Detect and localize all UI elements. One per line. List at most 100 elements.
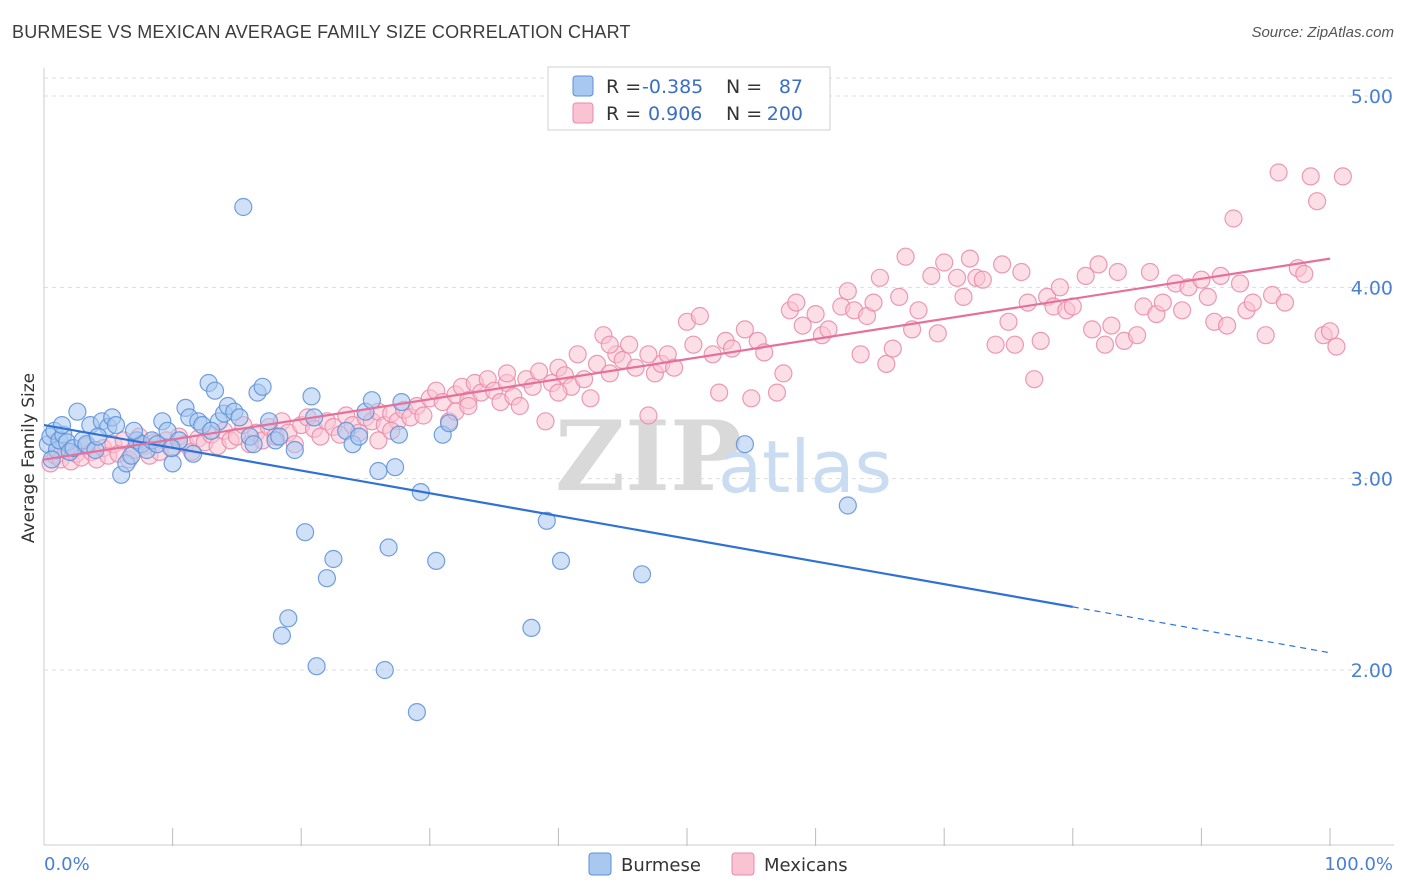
point-mexicans (883, 339, 902, 358)
point-mexicans (1269, 163, 1288, 182)
point-burmese (407, 702, 426, 722)
point-mexicans (414, 406, 433, 425)
point-mexicans (806, 305, 825, 324)
tick-labels: 2.00 3.00 4.00 5.00 0.0% 100.0% (44, 86, 1393, 875)
legend-top: R = -0.385 N = 87 R = 0.906 N = 200 (547, 66, 831, 131)
point-mexicans (1333, 167, 1353, 186)
point-burmese (551, 551, 571, 571)
point-mexicans (960, 249, 980, 268)
point-mexicans (1217, 316, 1237, 335)
point-mexicans (1243, 293, 1262, 312)
point-mexicans (1275, 293, 1295, 312)
point-mexicans (1301, 167, 1320, 186)
point-mexicans (1140, 262, 1160, 282)
point-mexicans (568, 345, 587, 364)
legend-r-value: 0.906 (648, 103, 702, 125)
trend-line-burmese (43, 424, 1073, 608)
legend-n-value: 87 (779, 76, 803, 98)
point-burmese (244, 435, 263, 454)
point-mexicans (838, 282, 857, 301)
point-mexicans (1230, 274, 1250, 293)
x-tick-label: 100.0% (1324, 854, 1393, 875)
point-mexicans (1082, 320, 1102, 339)
point-burmese (285, 440, 304, 460)
point-mexicans (1018, 293, 1037, 312)
point-mexicans (529, 362, 549, 381)
trend-lines (43, 257, 1331, 654)
legend-swatch-mexicans (572, 102, 594, 124)
point-mexicans (909, 301, 928, 320)
point-mexicans (1102, 316, 1121, 335)
point-mexicans (954, 287, 973, 306)
point-burmese (537, 511, 556, 530)
point-mexicans (1025, 370, 1044, 389)
point-mexicans (767, 383, 787, 402)
point-mexicans (935, 253, 954, 272)
point-burmese (68, 402, 87, 421)
point-mexicans (1320, 322, 1340, 341)
chart-title: BURMESE VS MEXICAN AVERAGE FAMILY SIZE C… (12, 22, 631, 42)
point-burmese (259, 412, 279, 431)
legend-swatch-burmese (588, 852, 612, 876)
point-mexicans (851, 345, 870, 364)
point-mexicans (549, 383, 568, 402)
point-burmese (379, 538, 398, 557)
point-burmese (272, 626, 291, 645)
point-burmese (386, 458, 405, 477)
legend-swatch-burmese (572, 75, 594, 97)
point-mexicans (928, 324, 947, 343)
point-mexicans (722, 339, 742, 358)
point-burmese (522, 618, 541, 638)
point-burmese (369, 461, 388, 481)
legend-r-value: -0.385 (642, 76, 703, 98)
legend-r-label: R = (606, 76, 641, 98)
point-mexicans (870, 268, 890, 287)
point-mexicans (369, 431, 388, 450)
point-mexicans (735, 320, 755, 339)
point-mexicans (459, 396, 478, 416)
point-mexicans (1327, 337, 1346, 356)
point-mexicans (523, 377, 542, 396)
point-mexicans (742, 389, 761, 408)
point-burmese (124, 421, 144, 440)
point-burmese (324, 549, 343, 569)
point-burmese (205, 381, 225, 400)
point-burmese (106, 416, 126, 435)
legend-swatch-mexicans (731, 852, 755, 876)
point-mexicans (787, 293, 806, 312)
point-mexicans (690, 306, 710, 326)
point-mexicans (986, 335, 1005, 354)
grid-lines (44, 77, 1394, 671)
point-burmese (230, 408, 249, 427)
point-burmese (253, 377, 272, 396)
point-mexicans (877, 354, 896, 373)
point-mexicans (684, 335, 703, 354)
point-burmese (296, 523, 315, 542)
point-mexicans (999, 312, 1018, 331)
point-mexicans (536, 412, 555, 431)
point-burmese (202, 421, 221, 440)
point-burmese (163, 454, 182, 473)
legend-n-label: N = (726, 103, 762, 125)
point-mexicans (1172, 301, 1192, 320)
legend-box (547, 66, 831, 131)
x-tick-label: 0.0% (44, 854, 90, 875)
point-mexicans (1012, 262, 1031, 282)
point-mexicans (639, 345, 658, 364)
legend-bottom: Burmese Mexicans (588, 852, 848, 876)
point-mexicans (1005, 335, 1025, 354)
point-burmese (440, 414, 459, 433)
point-burmese (375, 660, 394, 680)
point-burmese (632, 565, 652, 584)
point-mexicans (793, 316, 812, 335)
point-mexicans (664, 358, 684, 377)
trend-line-mexicans (43, 257, 1331, 461)
legend-n-label: N = (726, 76, 762, 98)
point-mexicans (922, 266, 941, 285)
point-mexicans (774, 364, 793, 383)
point-mexicans (947, 268, 967, 287)
y-tick-label: 5.00 (1351, 86, 1393, 108)
point-mexicans (1307, 192, 1327, 211)
point-burmese (317, 569, 336, 588)
